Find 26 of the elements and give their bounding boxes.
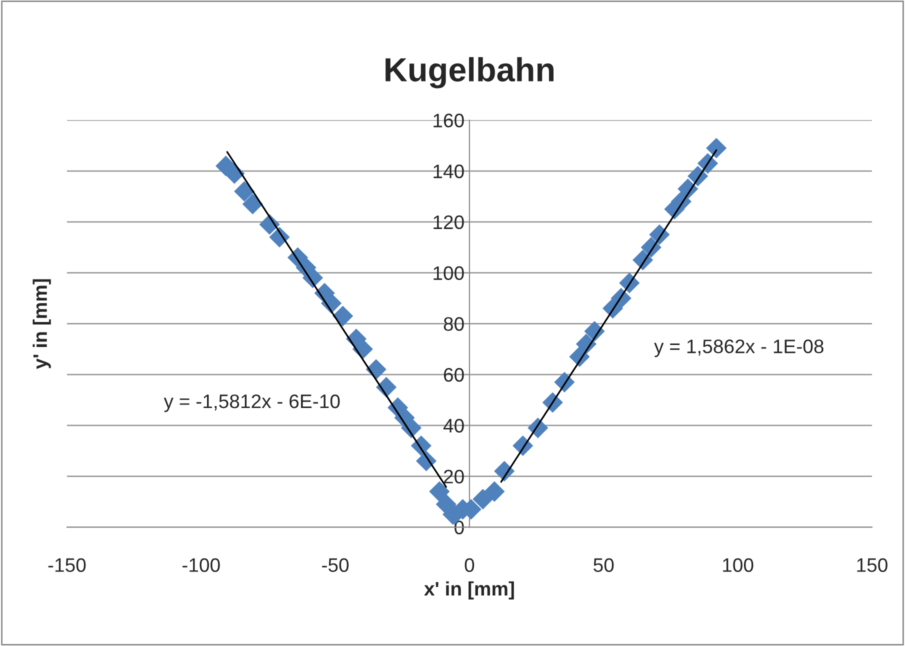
y-tick-label: 20 [444, 470, 464, 484]
y-tick-label: 80 [444, 317, 464, 331]
y-tick-label: 160 [434, 114, 464, 128]
x-axis-title: x' in [mm] [424, 581, 514, 600]
point [242, 194, 263, 214]
point [484, 481, 505, 502]
y-tick-label: 100 [434, 266, 464, 280]
chart-title: Kugelbahn [386, 57, 554, 88]
point [472, 488, 494, 510]
y-tick-label: 120 [434, 215, 464, 230]
point [234, 181, 255, 202]
x-tick-label: 0 [464, 558, 474, 572]
point [332, 306, 354, 326]
x-tick-label: 100 [723, 558, 754, 572]
point [706, 138, 727, 158]
y-tick-label: 40 [443, 418, 464, 433]
y-tick-label: 60 [444, 368, 464, 382]
annotation: y = -1,5812x - 6E-10 [164, 394, 340, 412]
x-tick-label: 50 [594, 558, 614, 572]
x-tick-label: -50 [322, 558, 349, 572]
annotation: y = 1,5862x - 1E-08 [654, 340, 824, 358]
x-tick-label: -150 [48, 558, 86, 572]
y-axis-title: y' in [mm] [32, 279, 51, 370]
x-tick-label: 150 [857, 558, 888, 572]
y-tick-label: 140 [434, 164, 464, 178]
x-tick-label: -100 [182, 558, 220, 572]
